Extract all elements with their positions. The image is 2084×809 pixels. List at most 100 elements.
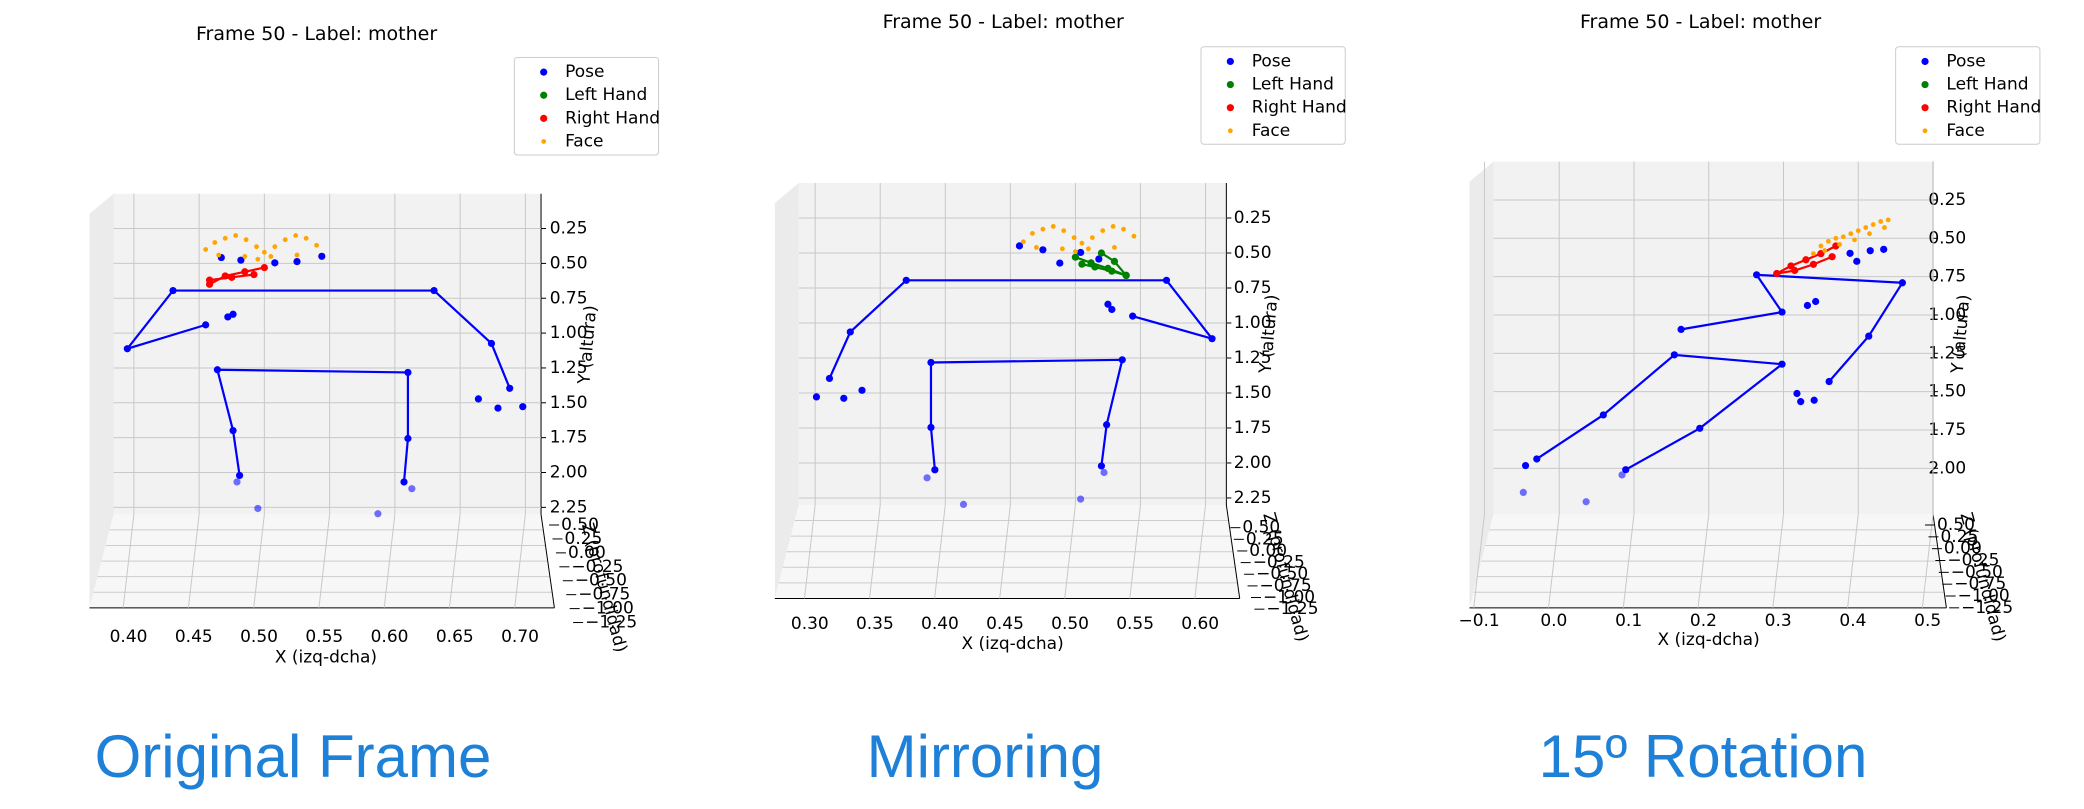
y-tick-label: 1.75 — [1234, 418, 1272, 438]
joint — [902, 276, 910, 284]
point — [1100, 468, 1108, 477]
point — [1077, 495, 1085, 503]
back-pane — [798, 183, 1227, 505]
y-tick-label: 0.50 — [1234, 243, 1272, 263]
grid-line — [318, 514, 331, 608]
legend-label: Pose — [1252, 51, 1291, 71]
legend-marker — [540, 114, 548, 122]
point — [261, 249, 267, 255]
point — [1846, 249, 1854, 257]
point — [255, 256, 261, 262]
grid-line — [1921, 514, 1934, 608]
point — [212, 240, 218, 245]
legend-marker — [540, 68, 548, 76]
legend-marker — [1226, 80, 1234, 89]
grid-line — [1847, 514, 1859, 608]
y-tick-label: 1.75 — [1928, 420, 1966, 440]
joint — [400, 478, 408, 486]
x-tick-label: 0.30 — [791, 614, 829, 634]
legend-marker — [541, 139, 547, 144]
legend-label: Right Hand — [1252, 98, 1347, 118]
point — [1104, 300, 1112, 308]
point — [243, 237, 249, 243]
z-tick-label: −0.25 — [1253, 553, 1305, 573]
chart-title: Frame 50 - Label: mother — [196, 23, 437, 45]
point — [1866, 247, 1874, 255]
point — [1848, 231, 1854, 237]
joint — [927, 423, 935, 432]
y-tick-label: 2.25 — [1234, 488, 1272, 508]
x-tick-label: 0.65 — [436, 627, 474, 647]
point — [1108, 305, 1116, 314]
point — [1039, 246, 1047, 254]
point — [1880, 245, 1888, 253]
legend-marker — [1226, 104, 1234, 112]
legend-label: Face — [1946, 121, 1984, 141]
x-tick-label: 0.50 — [240, 627, 278, 647]
x-axis-label: X (izq-dcha) — [275, 647, 377, 667]
z-tick-label: 0.25 — [1940, 527, 1978, 547]
x-tick-label: −0.1 — [1458, 611, 1499, 631]
point — [374, 510, 382, 518]
y-tick-label: 1.25 — [1234, 348, 1272, 368]
point — [1121, 226, 1126, 232]
y-tick-label: 1.50 — [1928, 382, 1966, 402]
y-axis-label: Y (altura) — [1256, 294, 1283, 375]
joint — [260, 263, 268, 272]
point — [293, 257, 301, 266]
joint — [213, 366, 221, 374]
z-axis-line — [1225, 504, 1241, 599]
y-tick-label: 1.00 — [550, 323, 588, 343]
point — [1079, 240, 1085, 246]
joint — [1677, 325, 1685, 333]
joint — [1778, 308, 1786, 316]
joint — [1865, 332, 1873, 340]
back-pane — [113, 193, 542, 515]
skeleton-line — [124, 289, 511, 389]
joint — [1825, 377, 1833, 386]
point — [268, 254, 274, 259]
point — [1040, 226, 1046, 232]
point — [923, 474, 931, 482]
joint — [1828, 253, 1836, 261]
joint — [1802, 256, 1810, 264]
point — [1870, 222, 1876, 227]
grid-line — [514, 514, 526, 608]
z-tick-label: −1.25 — [1961, 598, 2013, 618]
point — [1863, 225, 1869, 230]
point — [1089, 235, 1095, 241]
x-tick-label: 0.45 — [175, 627, 213, 647]
point — [1071, 235, 1077, 241]
x-tick-label: 0.60 — [371, 627, 409, 647]
y-tick-label: 0.75 — [1234, 278, 1272, 298]
y-tick-label: 1.50 — [1234, 383, 1272, 403]
z-tick-label: 0.00 — [1249, 541, 1287, 561]
point — [1840, 234, 1846, 240]
legend-label: Pose — [1946, 51, 1985, 71]
skeleton-line — [1081, 263, 1127, 277]
point — [1885, 217, 1891, 223]
legend-marker — [1922, 128, 1928, 134]
point — [203, 247, 209, 252]
point — [237, 256, 245, 264]
joint — [846, 328, 854, 336]
point — [858, 386, 866, 394]
grid-line — [869, 504, 881, 599]
y-tick-label: 2.00 — [550, 463, 588, 483]
legend-marker — [1921, 57, 1929, 66]
point — [1015, 242, 1024, 250]
legend-label: Face — [565, 131, 603, 151]
point — [1519, 488, 1527, 496]
x-axis-label: X (izq-dcha) — [962, 634, 1064, 654]
joint — [404, 434, 412, 443]
y-tick-label: 1.25 — [1928, 343, 1966, 363]
legend-label: Left Hand — [565, 85, 647, 105]
point — [303, 235, 309, 241]
grid-line — [1473, 514, 1485, 608]
x-axis-label: X (izq-dcha) — [1658, 630, 1760, 650]
joint — [404, 368, 412, 377]
point — [1853, 257, 1861, 265]
joint — [205, 276, 214, 284]
joint — [229, 426, 237, 435]
point — [293, 233, 299, 238]
